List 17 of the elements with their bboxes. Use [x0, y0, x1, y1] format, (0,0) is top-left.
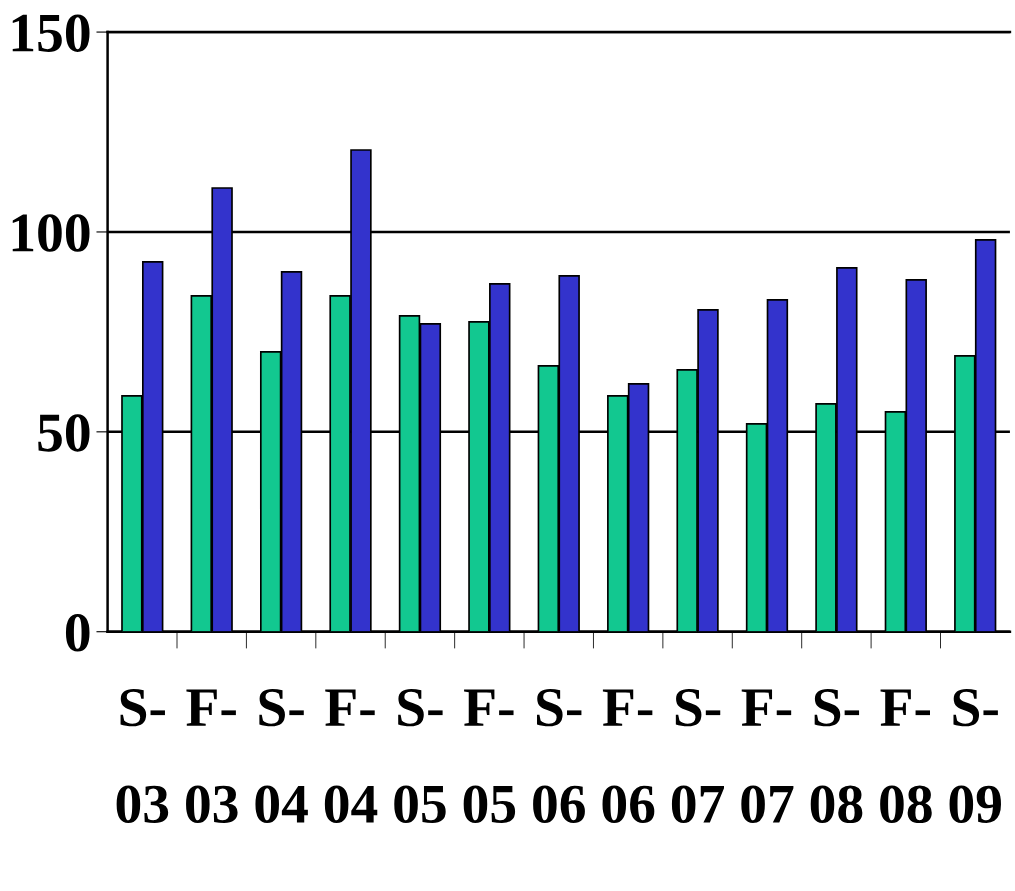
- x-tick-label: F-04: [324, 689, 378, 824]
- x-tick-label: S-08: [810, 689, 863, 824]
- y-tick-label: 100: [12, 214, 90, 252]
- x-tick-label: F-03: [186, 689, 238, 824]
- x-tick-label: S-05: [394, 689, 446, 824]
- x-tick-label: S-03: [116, 689, 169, 824]
- x-tick-label: F-05: [463, 689, 516, 824]
- x-tick-label: F-06: [602, 689, 655, 824]
- y-tick-label: 0: [65, 614, 90, 652]
- y-tick-label: 150: [12, 14, 90, 52]
- x-tick-label: F-07: [741, 689, 794, 824]
- x-tick-label: F-08: [880, 689, 932, 824]
- y-tick-label: 50: [38, 414, 90, 452]
- x-tick-label: S-09: [949, 689, 1001, 824]
- x-tick-label: S-04: [255, 689, 308, 824]
- x-tick-label: S-06: [533, 689, 585, 824]
- x-tick-label: S-07: [671, 689, 724, 824]
